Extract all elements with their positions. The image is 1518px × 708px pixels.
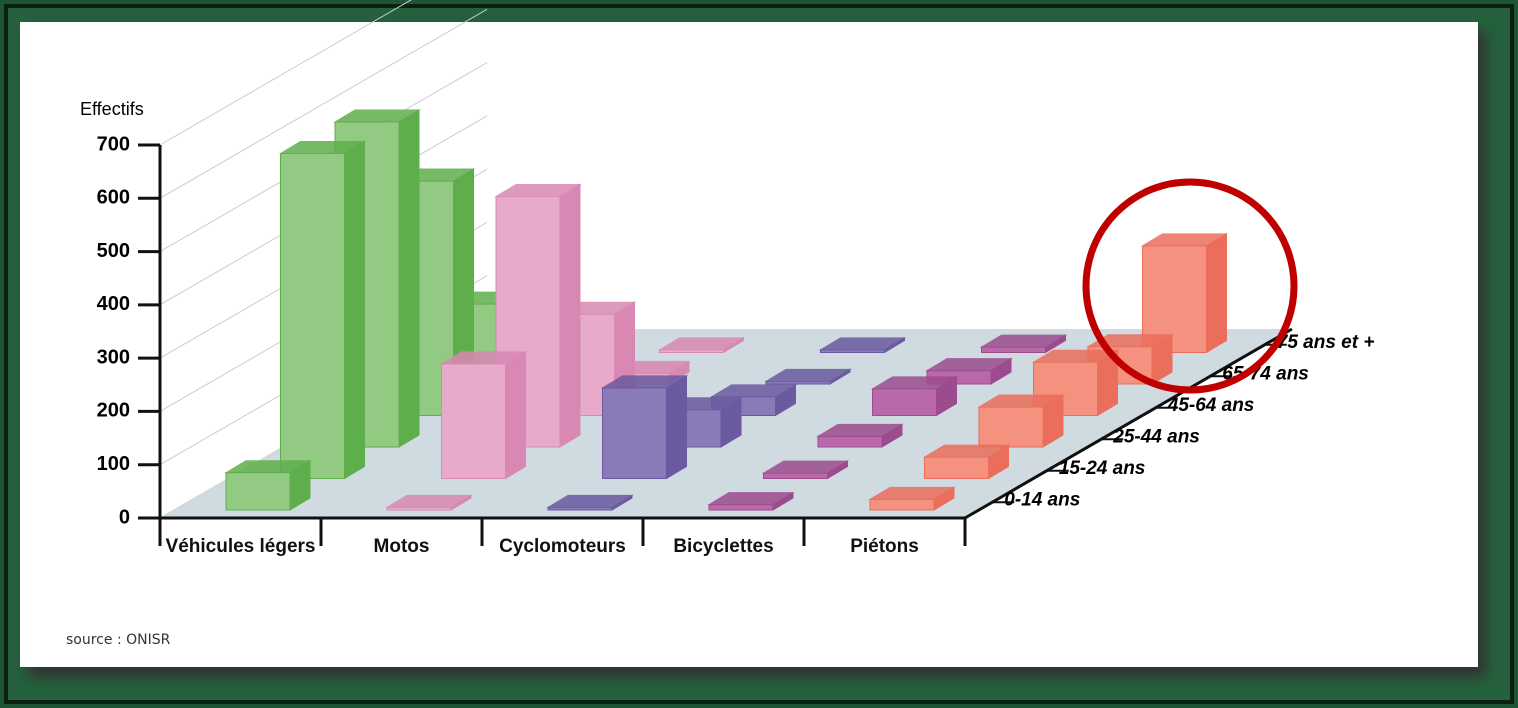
bar	[600, 375, 689, 480]
y-tick-label: 600	[97, 187, 130, 209]
x-tick-label: Véhicules légers	[165, 536, 316, 557]
bar-front	[763, 472, 828, 479]
bar-front	[441, 363, 506, 479]
series-label: 65-74 ans	[1222, 363, 1309, 384]
grid-line	[159, 0, 412, 146]
y-tick-label: 200	[97, 400, 130, 422]
y-tick-label: 400	[97, 293, 130, 315]
bar-front	[820, 349, 885, 354]
x-tick-label: Motos	[373, 536, 430, 557]
y-axis-label: Effectifs	[80, 99, 144, 119]
depth-axis	[964, 327, 1293, 520]
bar	[764, 368, 852, 385]
bar-front	[765, 380, 831, 385]
bar	[870, 375, 959, 417]
bar-front	[924, 456, 989, 479]
series-label: 15-24 ans	[1059, 458, 1146, 479]
bar-front	[981, 346, 1046, 353]
y-tick-label: 0	[119, 506, 130, 528]
source: source : ONISR	[66, 632, 171, 648]
bar-front	[659, 349, 724, 354]
x-tick-label: Cyclomoteurs	[499, 536, 626, 557]
bar	[761, 460, 850, 480]
bar-front	[280, 152, 345, 479]
bar-side	[559, 183, 581, 448]
series-label: 45-64 ans	[1167, 395, 1255, 416]
bar	[385, 494, 473, 511]
bar	[816, 423, 904, 448]
bar	[546, 494, 634, 511]
x-tick-label: Bicyclettes	[673, 536, 774, 557]
bar	[818, 336, 907, 354]
bar	[224, 459, 312, 511]
bar	[707, 491, 795, 511]
series-label: 25-44 ans	[1112, 426, 1200, 447]
bar	[977, 394, 1065, 448]
bar-front	[869, 498, 935, 511]
y-tick-label: 700	[97, 133, 130, 155]
bar-front	[978, 406, 1044, 448]
bar-side	[1206, 233, 1227, 354]
bar	[439, 351, 528, 480]
bar-front	[708, 504, 774, 511]
bar-front	[602, 387, 667, 479]
series-label: 0-14 ans	[1004, 489, 1080, 510]
bar	[922, 444, 1011, 480]
bar-front	[872, 388, 937, 417]
y-tick-label: 100	[97, 453, 130, 475]
y-tick-label: 300	[97, 346, 130, 368]
y-tick-label: 500	[97, 240, 130, 262]
highlight-circle	[1082, 178, 1298, 394]
bar-front	[225, 472, 291, 511]
bar	[657, 336, 746, 354]
bar	[868, 486, 956, 511]
bar-front	[386, 506, 452, 511]
series-label: 75 ans et +	[1277, 332, 1375, 353]
bar-side	[398, 109, 420, 448]
bar-side	[344, 140, 365, 480]
bar-side	[505, 351, 526, 480]
grid-line	[159, 8, 488, 199]
bar-front	[817, 435, 883, 448]
x-tick-label: Piétons	[850, 536, 919, 557]
bar-front	[547, 506, 613, 511]
bar-side	[666, 375, 687, 480]
bar	[979, 334, 1068, 354]
bar	[278, 140, 367, 480]
